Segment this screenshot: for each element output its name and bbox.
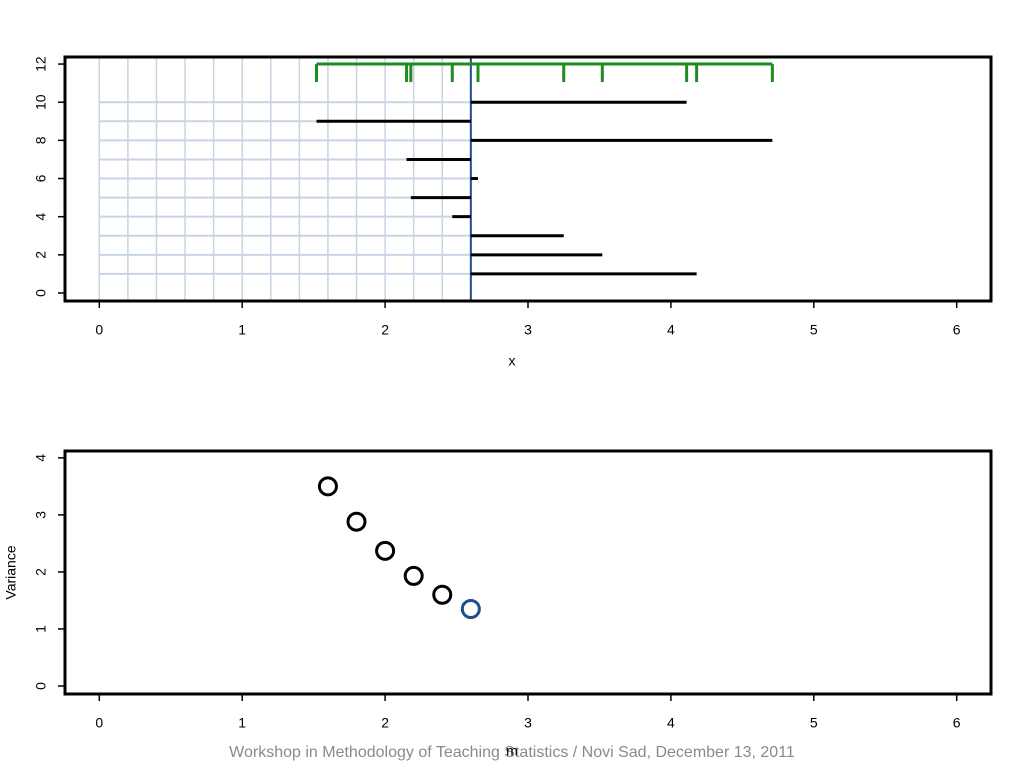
x-axis-label: m [506, 743, 518, 759]
x-tick-label: 4 [667, 322, 675, 338]
x-tick-label: 0 [95, 715, 103, 731]
x-tick-label: 5 [810, 715, 818, 731]
y-tick-label: 0 [33, 289, 49, 297]
x-tick-label: 2 [381, 715, 389, 731]
x-tick-label: 2 [381, 322, 389, 338]
y-tick-label: 2 [33, 251, 49, 259]
y-tick-label: 8 [33, 136, 49, 144]
x-tick-label: 6 [953, 322, 961, 338]
y-tick-label: 6 [33, 174, 49, 182]
x-tick-label: 3 [524, 322, 532, 338]
point [375, 540, 396, 561]
footer: Workshop in Methodology of Teaching Stat… [229, 744, 795, 761]
point [403, 565, 424, 586]
x-tick-label: 5 [810, 322, 818, 338]
y-tick-label: 1 [33, 625, 49, 633]
point [346, 511, 367, 532]
y-tick-label: 3 [33, 511, 49, 519]
x-tick-label: 3 [524, 715, 532, 731]
point [317, 476, 338, 497]
y-tick-label: 0 [33, 682, 49, 690]
y-tick-label: 10 [33, 94, 49, 110]
x-tick-label: 0 [95, 322, 103, 338]
x-tick-label: 6 [953, 715, 961, 731]
y-tick-label: 4 [33, 454, 49, 462]
y-tick-label: 12 [33, 56, 49, 72]
y-tick-label: 2 [33, 568, 49, 576]
point [432, 584, 453, 605]
y-tick-label: 4 [33, 213, 49, 221]
point [460, 599, 481, 620]
y-axis-label: Variance [3, 545, 19, 599]
x-tick-label: 1 [238, 715, 246, 731]
x-tick-label: 4 [667, 715, 675, 731]
x-axis-label: x [509, 353, 516, 369]
x-tick-label: 1 [238, 322, 246, 338]
plot-box [63, 449, 993, 696]
